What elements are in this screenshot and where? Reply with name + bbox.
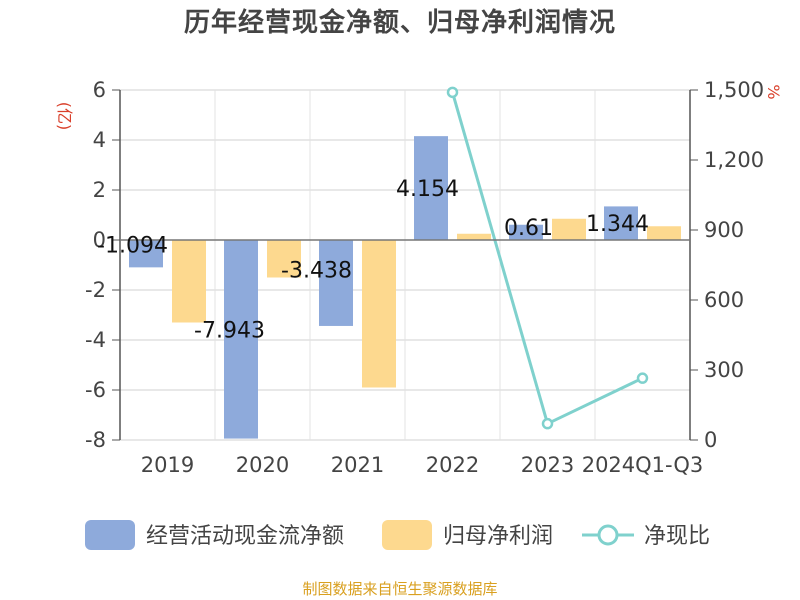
left-axis-tick-label: -8 xyxy=(85,428,106,452)
data-labels: -1.094 -7.943 -3.438 4.154 0.61 1.344 xyxy=(97,177,649,343)
bar-cashflow xyxy=(509,224,543,240)
x-axis-tick-label: 2023 xyxy=(521,453,574,477)
legend-swatch-cashflow xyxy=(85,520,135,550)
bar-cashflow xyxy=(129,240,163,268)
bar-cashflow xyxy=(604,206,638,240)
x-axis-tick-label: 2021 xyxy=(331,453,384,477)
legend-marker-ratio xyxy=(597,524,619,546)
right-axis-tick-label: 300 xyxy=(704,358,744,382)
line-point-ratio xyxy=(541,417,554,430)
data-label-cashflow: -7.943 xyxy=(194,319,265,344)
legend-swatch-net-profit xyxy=(382,520,432,550)
line-point-ratio xyxy=(636,372,649,384)
x-axis-tick-label: 2019 xyxy=(141,453,194,477)
data-label-cashflow: -1.094 xyxy=(97,234,168,259)
left-axis-tick-label: -4 xyxy=(85,328,106,352)
left-axis-tick-label: 0 xyxy=(93,228,106,252)
axes: 6 4 2 0 -2 -4 -6 -8 1,500 1,200 900 600 300 0 2019 2020… xyxy=(85,78,764,477)
bar-net-profit xyxy=(457,233,491,240)
left-axis-tick-label: 6 xyxy=(93,78,106,102)
bar-net-profit xyxy=(172,240,206,323)
left-axis-tick-label: 2 xyxy=(93,178,106,202)
right-axis-tick-label: 1,200 xyxy=(704,148,764,172)
x-axis-tick-label: 2022 xyxy=(426,453,479,477)
chart-title: 历年经营现金净额、归母净利润情况 xyxy=(184,7,616,38)
source-note: 制图数据来自恒生聚源数据库 xyxy=(302,580,497,598)
right-axis-tick-label: 600 xyxy=(704,288,744,312)
left-axis-tick-label: -2 xyxy=(85,278,106,302)
bar-net-profit xyxy=(362,240,396,388)
data-label-cashflow: 1.344 xyxy=(586,212,649,237)
legend-label-net-profit: 归母净利润 xyxy=(443,524,553,549)
data-label-cashflow: -3.438 xyxy=(281,259,352,284)
legend-label-cashflow: 经营活动现金流净额 xyxy=(146,524,344,549)
bar-cashflow xyxy=(319,240,353,326)
left-axis-tick-label: -6 xyxy=(85,378,106,402)
data-label-cashflow: 4.154 xyxy=(396,177,459,202)
right-axis-tick-label: 0 xyxy=(704,428,717,452)
line-ratio xyxy=(451,91,644,426)
line-point-ratio xyxy=(446,86,459,99)
bar-net-profit xyxy=(552,218,586,240)
bar-cashflow xyxy=(224,240,258,439)
bar-net-profit xyxy=(647,226,681,240)
bar-net-profit xyxy=(267,240,301,278)
line-series xyxy=(446,86,649,430)
data-label-cashflow: 0.61 xyxy=(504,216,553,241)
right-axis-tick-label: 900 xyxy=(704,218,744,242)
legend: 经营活动现金流净额 归母净利润 净现比 xyxy=(85,520,710,550)
bar-series xyxy=(129,136,681,439)
right-axis-unit: % xyxy=(764,84,783,99)
legend-label-ratio: 净现比 xyxy=(644,524,710,549)
x-axis-tick-label: 2020 xyxy=(236,453,289,477)
left-axis-tick-label: 4 xyxy=(93,128,106,152)
x-axis-tick-label: 2024Q1-Q3 xyxy=(582,453,704,477)
bar-cashflow xyxy=(414,136,448,240)
left-axis-unit: (亿) xyxy=(55,102,74,131)
right-axis-tick-label: 1,500 xyxy=(704,78,764,102)
gridlines xyxy=(119,89,691,441)
